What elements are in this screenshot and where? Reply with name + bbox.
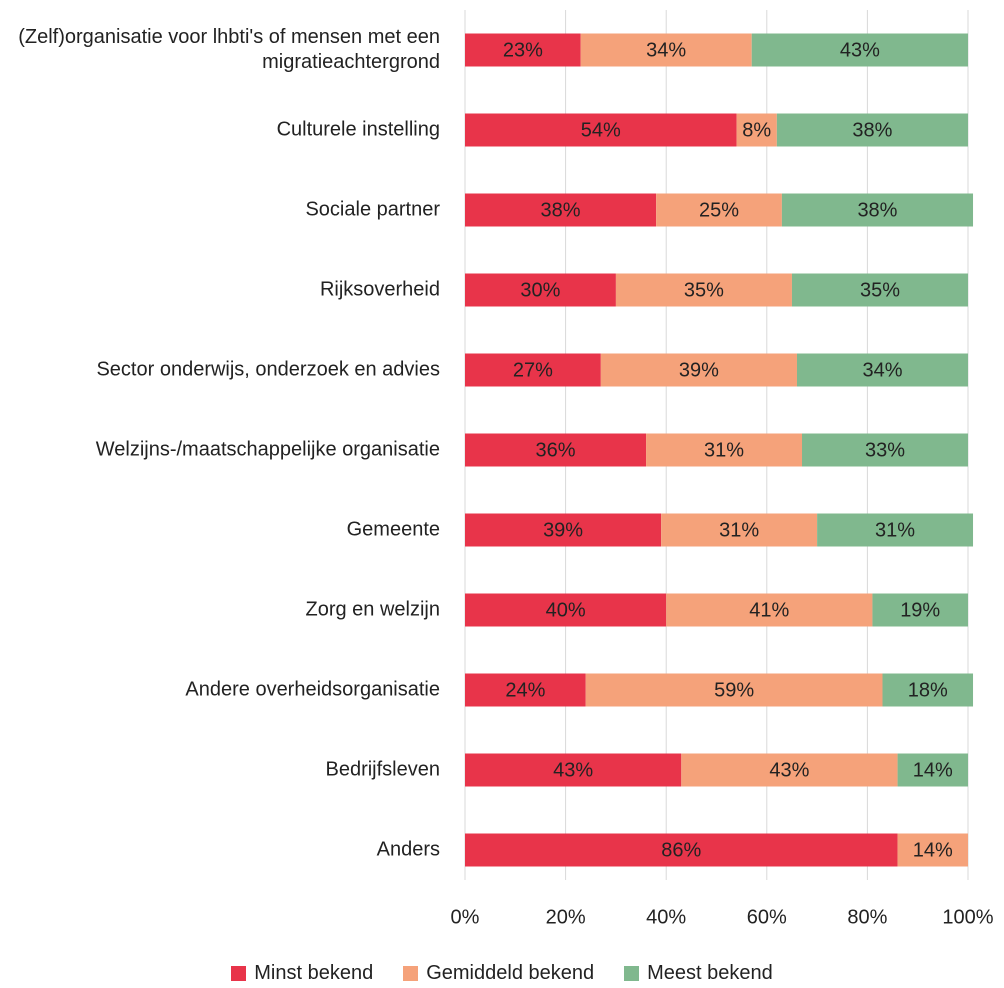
data-label: 35% [684,279,724,301]
bar-segment [646,433,803,467]
data-label: 38% [857,199,897,221]
bar-segment [882,673,974,707]
bar-segment [465,673,586,707]
legend-item: Minst bekend [231,962,373,985]
bar-segment [661,513,818,547]
bar-segment [465,353,601,387]
data-label: 34% [646,39,686,61]
bar-segment [751,33,968,67]
legend-label: Meest bekend [647,962,773,984]
data-label: 19% [900,599,940,621]
bar-segment [897,753,968,787]
data-label: 31% [875,519,915,541]
data-label: 41% [749,599,789,621]
data-label: 43% [769,759,809,781]
data-label: 30% [520,279,560,301]
legend-item: Meest bekend [624,962,773,985]
bar-segment [681,753,898,787]
bar-segment [465,593,667,627]
legend-item: Gemiddeld bekend [403,962,594,985]
legend-swatch [231,966,247,981]
category-label: Bedrijfsleven [325,758,440,781]
x-tick-label: 40% [646,906,686,928]
bar-segment [736,113,777,147]
data-label: 43% [840,39,880,61]
bar-segment [465,433,647,467]
x-tick-label: 0% [451,906,480,928]
x-tick-label: 20% [546,906,586,928]
bar-segment [465,833,898,867]
data-label: 8% [742,119,771,141]
legend-label: Minst bekend [254,962,374,984]
bar-segment [465,33,581,67]
x-tick-label: 100% [942,906,993,928]
data-label: 18% [908,679,948,701]
bar-segment [781,193,974,227]
bar-segment [585,673,883,707]
data-label: 86% [661,839,701,861]
legend-swatch [624,966,640,981]
data-label: 25% [699,199,739,221]
bar-segment [465,113,737,147]
data-label: 23% [503,39,543,61]
x-tick-label: 80% [847,906,887,928]
legend: Minst bekend Gemiddeld bekend Meest bekend [0,962,1004,985]
bar-segment [465,193,657,227]
bar-segment [666,593,873,627]
data-label: 33% [865,439,905,461]
bar-segment [580,33,752,67]
data-label: 43% [553,759,593,781]
category-label: Andere overheidsorganisatie [185,678,440,701]
category-label: Culturele instelling [276,118,440,141]
category-label: Gemeente [346,518,440,541]
bar-segment [802,433,968,467]
data-label: 38% [852,119,892,141]
category-label: Anders [376,838,440,861]
data-label: 39% [543,519,583,541]
data-label: 35% [860,279,900,301]
bar-segment [872,593,968,627]
data-label: 54% [581,119,621,141]
data-label: 24% [505,679,545,701]
category-label: Zorg en welzijn [305,598,440,621]
data-label: 27% [513,359,553,381]
category-label: Sociale partner [305,198,440,221]
bar-segment [776,113,968,147]
legend-label: Gemiddeld bekend [426,962,595,984]
data-label: 39% [679,359,719,381]
data-label: 38% [541,199,581,221]
data-label: 59% [714,679,754,701]
data-label: 31% [719,519,759,541]
legend-swatch [403,966,419,981]
bar-segment [791,273,968,307]
data-label: 34% [862,359,902,381]
bar-segment [656,193,782,227]
data-label: 14% [913,839,953,861]
bar-segment [817,513,974,547]
category-label: Welzijns-/maatschappelijke organisatie [95,438,440,461]
data-label: 40% [546,599,586,621]
bar-segment [600,353,797,387]
data-label: 36% [536,439,576,461]
category-label: Rijksoverheid [319,278,440,301]
bar-segment [897,833,968,867]
data-label: 14% [913,759,953,781]
bar-segment [465,753,682,787]
x-tick-label: 60% [747,906,787,928]
category-label: (Zelf)organisatie voor lhbti's of mensen… [18,26,440,73]
bar-segment [465,273,616,307]
bar-segment [796,353,968,387]
category-label: Sector onderwijs, onderzoek en advies [96,358,440,381]
data-label: 31% [704,439,744,461]
bar-segment [615,273,792,307]
bar-segment [465,513,662,547]
